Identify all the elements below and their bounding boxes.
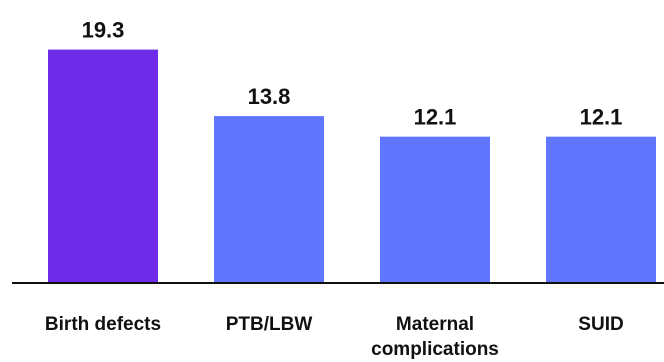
bar-suid — [546, 136, 656, 283]
category-label-suid: SUID — [578, 314, 623, 335]
value-labels-group: 19.3 13.8 12.1 12.1 — [82, 18, 623, 130]
value-label-ptb-lbw: 13.8 — [248, 84, 291, 109]
category-label-line: Maternal — [396, 314, 474, 335]
bar-ptb-lbw — [214, 116, 324, 283]
category-label-line: SUID — [578, 314, 623, 335]
category-label-line: Birth defects — [45, 314, 161, 335]
category-label-line: complications — [371, 339, 499, 360]
value-label-birth-defects: 19.3 — [82, 18, 125, 43]
category-label-line: PTB/LBW — [226, 314, 313, 335]
category-label-ptb-lbw: PTB/LBW — [226, 314, 313, 335]
bar-birth-defects — [48, 49, 158, 284]
value-label-maternal-complications: 12.1 — [414, 105, 457, 130]
category-labels-group: Birth defects PTB/LBW Maternal complication… — [45, 314, 624, 360]
category-label-birth-defects: Birth defects — [45, 314, 161, 335]
category-label-maternal-complications: Maternal complications — [371, 314, 499, 360]
bar-maternal-complications — [380, 136, 490, 283]
bars-group — [48, 49, 656, 284]
value-label-suid: 12.1 — [580, 105, 623, 130]
